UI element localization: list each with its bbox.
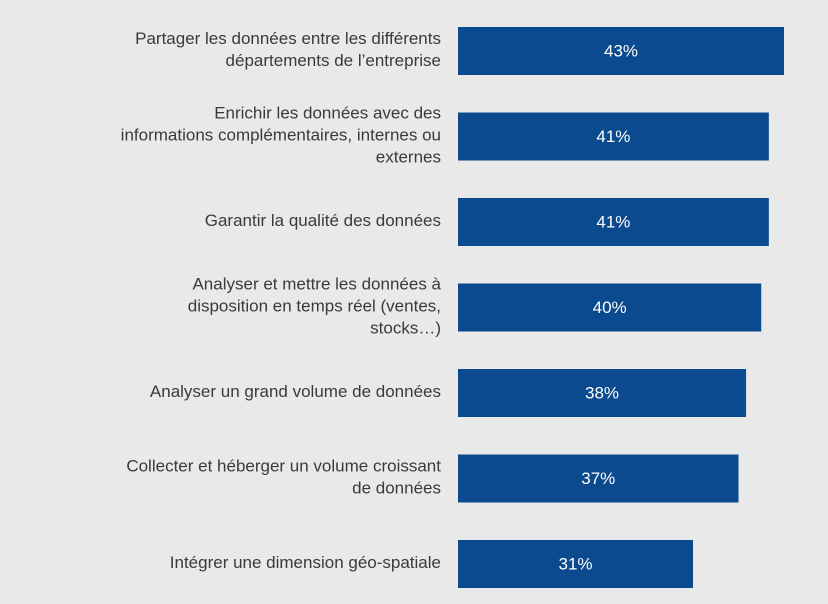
- bar: [458, 198, 769, 246]
- category-label-line: Intégrer une dimension géo-spatiale: [170, 553, 441, 572]
- category-label-line: Analyser et mettre les données à: [192, 275, 441, 294]
- value-label: 40%: [593, 298, 627, 317]
- category-label-line: de données: [352, 479, 441, 498]
- category-label-line: informations complémentaires, internes o…: [121, 126, 441, 145]
- category-label: Analyser et mettre les données à disposit…: [188, 275, 442, 338]
- value-label: 41%: [596, 212, 630, 231]
- category-label: Intégrer une dimension géo-spatiale: [170, 553, 441, 572]
- value-label: 37%: [581, 469, 615, 488]
- category-label: Collecter et héberger un volume croissan…: [126, 457, 441, 498]
- category-label-line: Analyser un grand volume de données: [150, 382, 441, 401]
- bar: [458, 27, 784, 75]
- category-label-line: Enrichir les données avec des: [214, 104, 441, 123]
- category-label-line: départements de l’entreprise: [226, 51, 441, 70]
- value-label: 38%: [585, 383, 619, 402]
- bar: [458, 112, 769, 161]
- category-label: Enrichir les données avec des information…: [121, 104, 441, 167]
- category-label: Partager les données entre les différent…: [135, 29, 441, 70]
- category-label-line: Collecter et héberger un volume croissan…: [126, 457, 441, 476]
- value-label: 43%: [604, 41, 638, 60]
- bar: [458, 283, 762, 332]
- category-label-line: Garantir la qualité des données: [205, 211, 441, 230]
- category-label: Garantir la qualité des données: [205, 211, 441, 230]
- value-label: 41%: [596, 127, 630, 146]
- bar: [458, 369, 747, 417]
- category-label: Analyser un grand volume de données: [150, 382, 441, 401]
- bar: [458, 454, 739, 503]
- category-label-line: Partager les données entre les différent…: [135, 29, 441, 48]
- category-label-line: stocks…): [370, 319, 441, 338]
- category-label-line: externes: [376, 148, 441, 167]
- category-label-line: disposition en temps réel (ventes,: [188, 297, 441, 316]
- bar: [458, 540, 694, 588]
- value-label: 31%: [558, 554, 592, 573]
